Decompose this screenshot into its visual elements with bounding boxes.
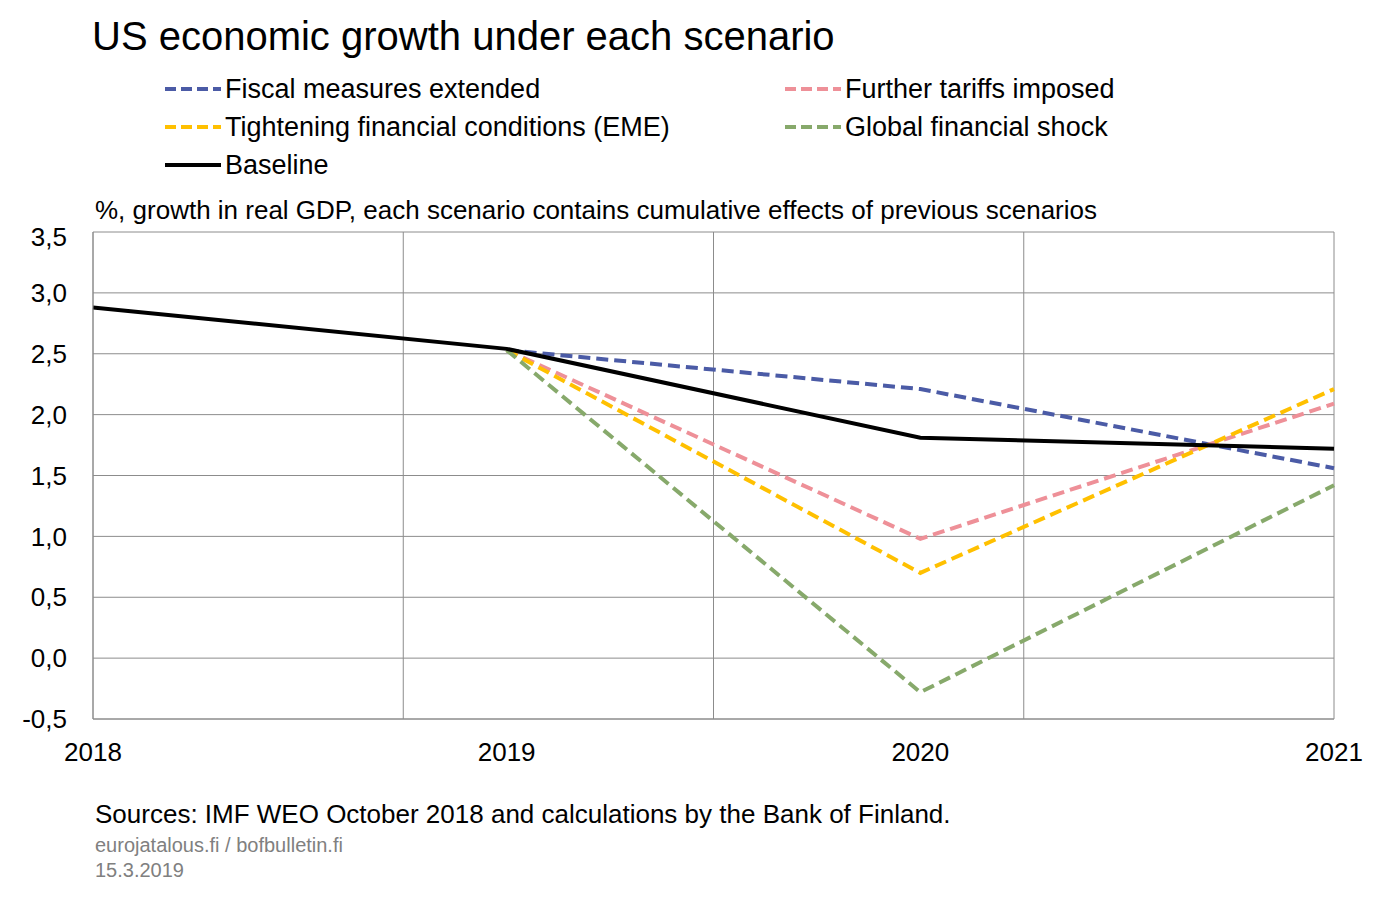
- html-text:Tightening financial condition: Tightening financial conditions (EME): [225, 111, 670, 142]
- html-text:%, growth in real GDP, each sc: %, growth in real GDP, each scenario con…: [95, 195, 1097, 225]
- html-text:US economic growth under each: US economic growth under each scenario: [92, 14, 835, 58]
- svg-text:-0,5: -0,5: [22, 704, 67, 734]
- svg-text:1,5: 1,5: [31, 461, 67, 491]
- svg-text:1,0: 1,0: [31, 522, 67, 552]
- svg-text:2018: 2018: [64, 737, 122, 767]
- html-text:Fiscal measures extended: Fiscal measures extended: [225, 73, 541, 104]
- html-text:Sources: IMF WEO October 2018: Sources: IMF WEO October 2018 and calcul…: [95, 799, 951, 829]
- html-text:eurojatalous.fi / bofbulletin.: eurojatalous.fi / bofbulletin.fi: [95, 834, 343, 856]
- html-text:Global financial shock: Global financial shock: [845, 111, 1108, 142]
- html-text:15.3.2019: 15.3.2019: [95, 859, 184, 881]
- svg-text:2020: 2020: [891, 737, 949, 767]
- svg-text:0,5: 0,5: [31, 582, 67, 612]
- svg-text:2,5: 2,5: [31, 339, 67, 369]
- svg-text:3,5: 3,5: [31, 222, 67, 252]
- html-text:Baseline: Baseline: [225, 149, 329, 180]
- svg-text:2,0: 2,0: [31, 400, 67, 430]
- svg-text:3,0: 3,0: [31, 278, 67, 308]
- svg-text:2021: 2021: [1305, 737, 1363, 767]
- svg-text:2019: 2019: [478, 737, 536, 767]
- html-text:Further tariffs imposed: Further tariffs imposed: [845, 73, 1115, 104]
- svg-text:0,0: 0,0: [31, 643, 67, 673]
